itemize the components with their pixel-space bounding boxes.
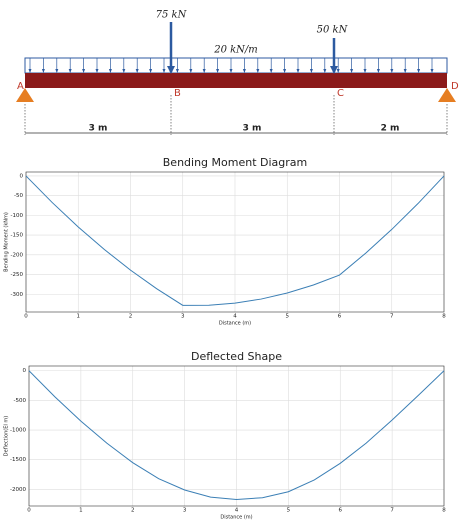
y-axis-label: Bending Moment (kNm) <box>4 212 10 272</box>
udl-arrow-head <box>41 69 45 73</box>
y-axis-label: Deflection(EI m) <box>4 416 10 457</box>
y-tick-label: -300 <box>11 292 24 298</box>
x-tick-label: 4 <box>235 508 239 514</box>
span-label: 3 m <box>243 124 262 134</box>
x-tick-label: 5 <box>287 508 291 514</box>
udl-arrows <box>28 58 434 73</box>
udl-box <box>24 57 448 74</box>
y-tick-label: 0 <box>23 368 27 374</box>
support <box>16 88 34 102</box>
load-label: 75 kN <box>156 10 188 21</box>
data-line <box>28 370 445 500</box>
x-tick-label: 0 <box>24 314 28 320</box>
y-tick-label: -250 <box>11 272 24 278</box>
x-tick-label: 8 <box>442 508 446 514</box>
point-label: D <box>451 81 459 92</box>
x-axis-label: Distance (m) <box>220 515 252 521</box>
udl-arrow-head <box>336 69 340 73</box>
udl-arrow-head <box>430 69 434 73</box>
y-tick-label: -50 <box>14 193 23 199</box>
udl-arrow-head <box>376 69 380 73</box>
udl-arrow-head <box>242 69 246 73</box>
beam-diagram: 75 kN 50 kN 20 kN/m A B C D 3 m 3 m 2 m <box>16 10 459 135</box>
arrow-head <box>167 66 175 74</box>
y-tick-label: -100 <box>11 213 24 219</box>
point-label: C <box>337 88 344 99</box>
udl-arrow-head <box>135 69 139 73</box>
x-tick-label: 5 <box>286 314 290 320</box>
y-tick-label: -2000 <box>10 487 26 493</box>
udl-arrow-head <box>350 69 354 73</box>
x-tick-label: 7 <box>390 314 394 320</box>
x-tick-label: 1 <box>77 314 81 320</box>
y-tick-label: -200 <box>11 252 24 258</box>
x-tick-label: 3 <box>181 314 185 320</box>
udl-arrow-head <box>149 69 153 73</box>
x-tick-label: 6 <box>338 314 342 320</box>
x-tick-label: 0 <box>27 508 31 514</box>
plot-frame <box>25 171 445 313</box>
beam-body <box>25 73 447 88</box>
udl-arrow-head <box>189 69 193 73</box>
y-tick-label: -1000 <box>10 428 26 434</box>
point-label: A <box>17 81 24 92</box>
udl-label: 20 kN/m <box>213 45 258 56</box>
udl-arrow-head <box>202 69 206 73</box>
udl-arrow-head <box>82 69 86 73</box>
udl-arrow-head <box>283 69 287 73</box>
x-tick-label: 3 <box>183 508 187 514</box>
dim-guides <box>24 95 448 135</box>
y-tick-label: -1500 <box>10 457 26 463</box>
chart-title: Deflected Shape <box>191 350 282 363</box>
arrow-head <box>330 66 338 74</box>
udl-arrow-head <box>28 69 32 73</box>
udl-arrow-head <box>162 69 166 73</box>
udl-arrow-head <box>216 69 220 73</box>
support <box>438 88 456 102</box>
y-tick-label: -500 <box>14 398 27 404</box>
x-tick-label: 6 <box>339 508 343 514</box>
udl-arrow-head <box>363 69 367 73</box>
x-tick-label: 4 <box>233 314 237 320</box>
udl-arrow-head <box>269 69 273 73</box>
data-line <box>25 175 445 306</box>
udl-arrow-head <box>175 69 179 73</box>
udl-arrow-head <box>55 69 59 73</box>
chart-title: Bending Moment Diagram <box>163 156 308 169</box>
y-tick-label: -150 <box>11 233 24 239</box>
x-tick-label: 7 <box>390 508 394 514</box>
udl-arrow-head <box>296 69 300 73</box>
x-tick-label: 8 <box>442 314 446 320</box>
udl-arrow-head <box>309 69 313 73</box>
udl-arrow-head <box>95 69 99 73</box>
udl-arrow-head <box>122 69 126 73</box>
x-tick-label: 2 <box>131 508 135 514</box>
span-label: 2 m <box>381 124 400 134</box>
x-tick-label: 2 <box>129 314 133 320</box>
udl-arrow-head <box>403 69 407 73</box>
span-label: 3 m <box>89 124 108 134</box>
udl-arrow-head <box>68 69 72 73</box>
udl-arrow-head <box>323 69 327 73</box>
plot-frame <box>28 365 445 507</box>
udl-arrow-head <box>417 69 421 73</box>
point-label: B <box>174 88 181 99</box>
x-tick-label: 1 <box>79 508 83 514</box>
load-label: 50 kN <box>317 25 349 36</box>
udl-arrow-head <box>229 69 233 73</box>
udl-arrow-head <box>390 69 394 73</box>
udl-arrow-head <box>108 69 112 73</box>
y-tick-label: 0 <box>20 173 24 179</box>
x-axis-label: Distance (m) <box>219 321 251 327</box>
udl-arrow-head <box>256 69 260 73</box>
